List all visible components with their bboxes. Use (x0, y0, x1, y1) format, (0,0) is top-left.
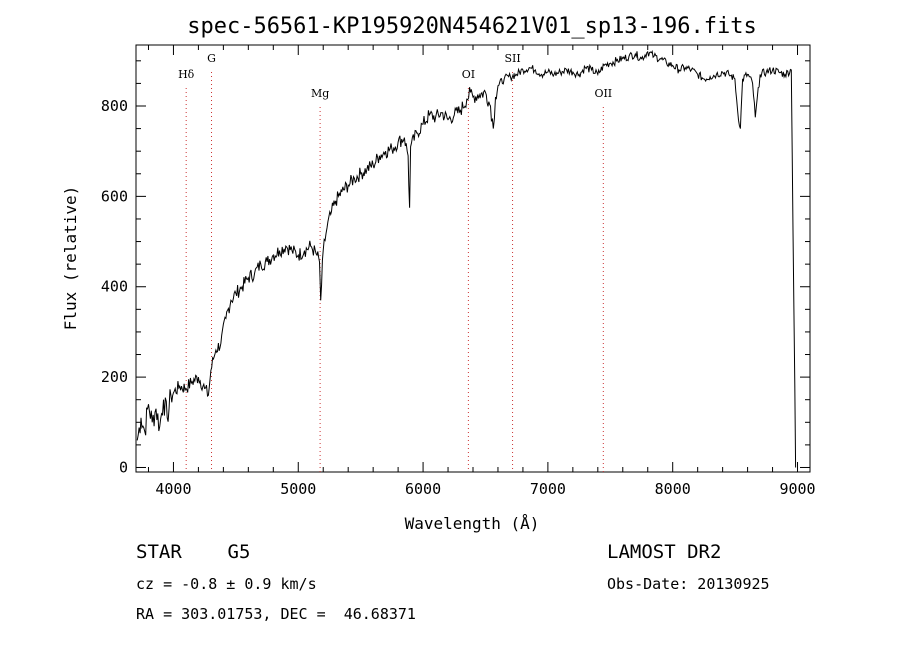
class-line: STAR G5 (136, 541, 251, 563)
line-marker-label: Mg (311, 87, 329, 100)
y-tick-label: 200 (101, 368, 128, 386)
y-tick-label: 400 (101, 278, 128, 296)
spectrum-series-line (136, 50, 797, 468)
x-tick-label: 6000 (405, 480, 441, 498)
coord-line: RA = 303.01753, DEC = 46.68371 (136, 605, 416, 623)
line-marker-label: Hδ (178, 68, 195, 81)
axis-ticks (136, 45, 810, 472)
x-tick-label: 9000 (779, 480, 815, 498)
cz-line: cz = -0.8 ± 0.9 km/s (136, 575, 317, 593)
plot-frame (135, 44, 811, 473)
chart-title: spec-56561-KP195920N454621V01_sp13-196.f… (187, 14, 757, 39)
axis-tick-labels: 4000 5000 6000 7000 8000 9000 0 200 400 600 800 (101, 97, 816, 498)
x-tick-label: 4000 (155, 480, 191, 498)
y-axis-label: Flux (relative) (61, 186, 80, 331)
line-marker-label: OI (462, 68, 475, 81)
x-tick-label: 7000 (530, 480, 566, 498)
x-tick-label: 5000 (280, 480, 316, 498)
x-axis-label: Wavelength (Å) (405, 514, 540, 533)
y-tick-label: 600 (101, 187, 128, 205)
y-tick-label: 800 (101, 97, 128, 115)
line-marker-label: OII (594, 87, 612, 100)
obs-date: Obs-Date: 20130925 (607, 575, 770, 593)
line-marker-label: SII (504, 52, 520, 65)
spectral-line-markers: Hδ G Mg OI SII OII (178, 52, 612, 472)
survey-label: LAMOST DR2 (607, 541, 722, 563)
y-tick-label: 0 (119, 458, 128, 476)
line-marker-label: G (207, 52, 216, 65)
x-tick-label: 8000 (655, 480, 691, 498)
